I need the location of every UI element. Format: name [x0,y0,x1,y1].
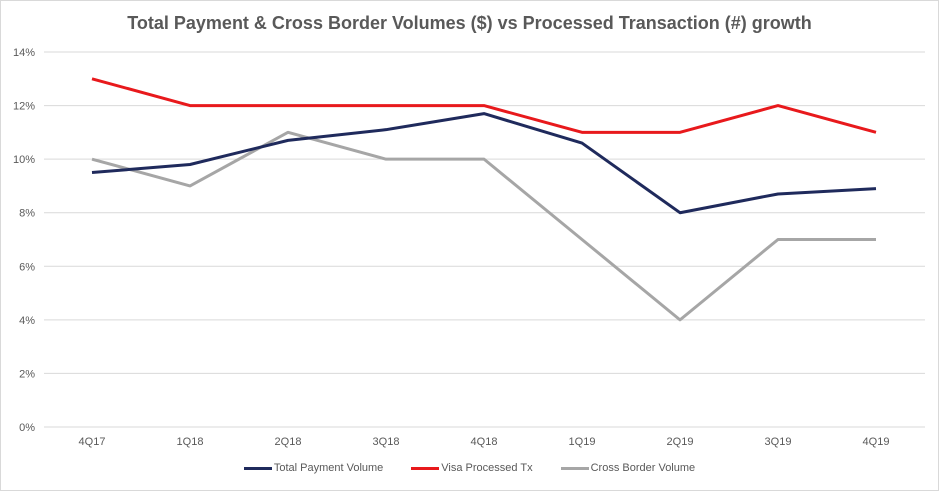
legend-label: Cross Border Volume [590,462,696,474]
series-lines [91,77,877,322]
legend-label: Total Payment Volume [273,462,384,474]
x-tick-label: 1Q19 [569,436,596,448]
legend-swatch [411,466,440,470]
x-tick-label: 4Q18 [471,436,498,448]
legend-item-visa-processed-tx: Visa Processed Tx [411,462,533,474]
series-line-cross-border-volume [91,130,876,322]
legend-item-total-payment-volume: Total Payment Volume [243,462,384,474]
chart-title: Total Payment & Cross Border Volumes ($)… [127,13,812,33]
legend-swatch [560,466,589,470]
y-tick-label: 8% [19,208,35,220]
x-tick-label: 2Q18 [275,436,302,448]
x-tick-label: 3Q18 [373,436,400,448]
x-tick-label: 3Q19 [765,436,792,448]
x-tick-label: 4Q19 [863,436,890,448]
x-axis: 4Q17 1Q18 2Q18 3Q18 4Q18 1Q19 2Q19 3Q19 4Q19 [79,436,890,448]
series-line-total-payment-volume [91,112,877,215]
x-tick-label: 1Q18 [177,436,204,448]
x-tick-label: 4Q17 [79,436,106,448]
y-tick-label: 6% [19,261,35,273]
y-axis: 0% 2% 4% 6% 8% 10% 12% 14% [13,47,35,434]
y-tick-label: 14% [13,47,35,59]
y-tick-label: 2% [19,368,35,380]
legend-item-cross-border-volume: Cross Border Volume [560,462,696,474]
legend-swatch [243,466,272,470]
y-tick-label: 0% [19,422,35,434]
y-tick-label: 4% [19,315,35,327]
y-tick-label: 10% [13,154,35,166]
y-tick-label: 12% [13,101,35,113]
legend: Total Payment Volume Visa Processed Tx Cro… [0,462,939,474]
series-line-visa-processed-tx [91,77,877,134]
x-tick-label: 2Q19 [667,436,694,448]
legend-label: Visa Processed Tx [441,462,533,474]
